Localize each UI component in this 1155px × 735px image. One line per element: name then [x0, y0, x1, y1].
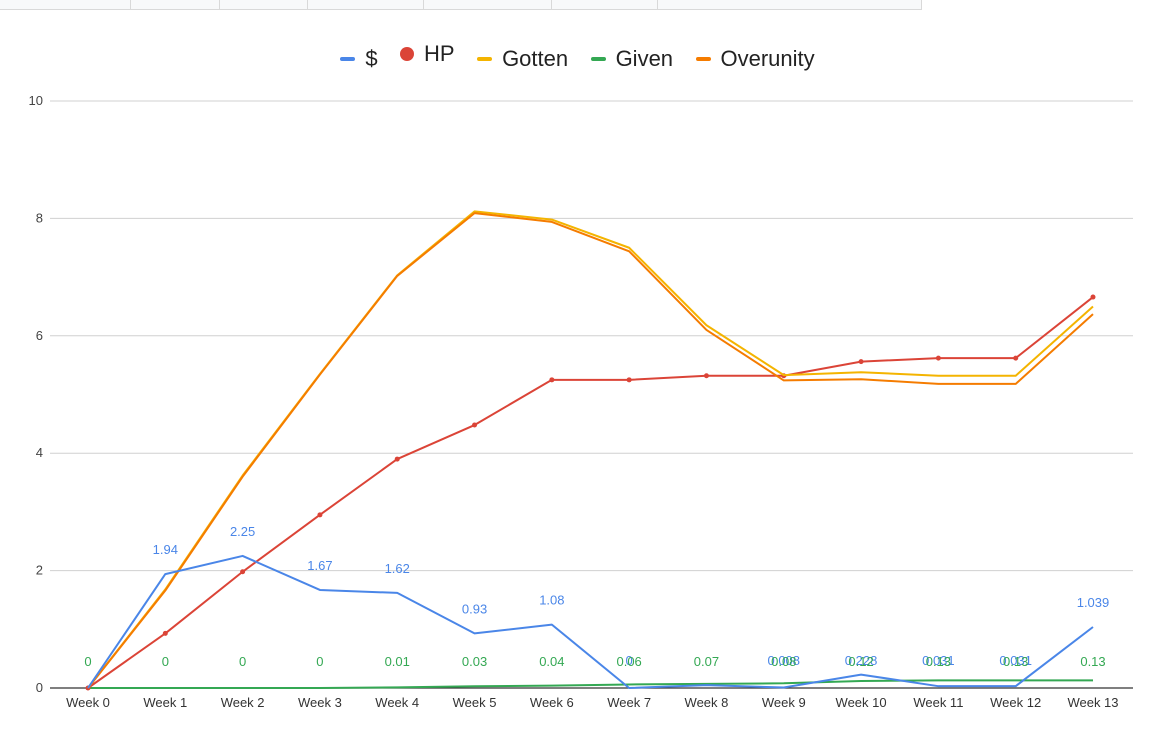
- data-label: 0.12: [848, 654, 873, 669]
- legend-line-swatch: [340, 57, 356, 61]
- data-label: 0.13: [1080, 654, 1105, 669]
- data-point: [935, 355, 941, 361]
- data-point: [703, 373, 709, 379]
- legend-label: Overunity: [720, 46, 815, 71]
- x-tick-label: Week 4: [375, 695, 419, 710]
- data-point: [549, 377, 555, 383]
- data-point: [1013, 355, 1019, 361]
- y-tick-label: 10: [29, 93, 43, 108]
- data-label: 0: [316, 654, 323, 669]
- legend-label: HP: [424, 41, 455, 66]
- data-point: [858, 359, 864, 365]
- data-point: [394, 456, 400, 462]
- data-label: 1.62: [385, 561, 410, 576]
- legend-item-dollar[interactable]: $: [340, 46, 378, 72]
- x-tick-label: Week 13: [1067, 695, 1118, 710]
- data-label: 2.25: [230, 524, 255, 539]
- legend-line-swatch: [477, 57, 493, 61]
- data-label: 0.07: [694, 654, 719, 669]
- x-tick-label: Week 2: [221, 695, 265, 710]
- legend-label: $: [365, 46, 378, 71]
- data-label: 0.06: [616, 654, 641, 669]
- series-line-hp: [87, 296, 1094, 689]
- data-label: 0: [162, 654, 169, 669]
- x-tick-label: Week 11: [913, 695, 963, 710]
- y-tick-label: 4: [36, 445, 43, 460]
- sheet-tab[interactable]: [552, 0, 658, 10]
- y-tick-label: 6: [36, 328, 43, 343]
- y-tick-label: 2: [36, 563, 43, 578]
- data-label: 0.13: [926, 654, 951, 669]
- data-label: 0: [239, 654, 246, 669]
- legend-item-gotten[interactable]: Gotten: [477, 46, 568, 72]
- legend-label: Gotten: [502, 46, 569, 71]
- data-point: [162, 630, 168, 636]
- y-tick-label: 0: [36, 680, 43, 695]
- legend-item-overunity[interactable]: Overunity: [695, 46, 815, 72]
- chart-legend: $ HP Gotten Given Overunity: [0, 41, 1155, 75]
- data-label: 0.031: [999, 653, 1032, 668]
- x-tick-label: Week 8: [685, 695, 729, 710]
- legend-label: Given: [615, 46, 674, 71]
- data-label: 0: [84, 654, 91, 669]
- x-tick-label: Week 1: [143, 695, 187, 710]
- data-label: 0.08: [771, 654, 796, 669]
- sheet-tab-strip: [0, 0, 1155, 10]
- data-label: 0.13: [1003, 654, 1028, 669]
- data-label: 0.228: [845, 653, 878, 668]
- data-point: [472, 422, 478, 428]
- series-line-overunity: [87, 212, 1094, 689]
- data-point: [1090, 294, 1096, 300]
- data-label: 0.93: [462, 601, 487, 616]
- legend-line-swatch: [590, 57, 606, 61]
- data-label: 0.008: [767, 653, 800, 668]
- series-line-given: [88, 679, 1093, 689]
- sheet-tab[interactable]: [424, 0, 552, 10]
- data-label: 0: [626, 653, 633, 668]
- data-label: 0.04: [539, 654, 564, 669]
- x-tick-label: Week 9: [762, 695, 806, 710]
- data-label: 1.039: [1077, 595, 1110, 610]
- sheet-tab[interactable]: [220, 0, 308, 10]
- sheet-tab[interactable]: [0, 0, 131, 10]
- x-tick-label: Week 6: [530, 695, 574, 710]
- sheet-tab[interactable]: [308, 0, 424, 10]
- x-tick-label: Week 3: [298, 695, 342, 710]
- data-label: 1.08: [539, 593, 564, 608]
- data-point: [240, 569, 246, 575]
- x-tick-label: Week 12: [990, 695, 1041, 710]
- x-tick-label: Week 0: [66, 695, 110, 710]
- y-tick-label: 8: [36, 210, 43, 225]
- legend-item-given[interactable]: Given: [590, 46, 674, 72]
- data-point: [317, 512, 323, 518]
- data-label: 0.01: [385, 654, 410, 669]
- x-tick-label: Week 5: [453, 695, 497, 710]
- sheet-tab[interactable]: [658, 0, 922, 10]
- data-label: 0.03: [462, 654, 487, 669]
- data-label: 1.67: [307, 558, 332, 573]
- x-tick-label: Week 10: [836, 695, 887, 710]
- legend-dot-swatch: [400, 47, 415, 61]
- data-point: [626, 377, 632, 383]
- legend-item-hp[interactable]: HP: [400, 41, 455, 67]
- series-line-gotten: [87, 210, 1094, 689]
- series-line-: [87, 554, 1094, 689]
- x-tick-label: Week 7: [607, 695, 651, 710]
- data-label: 0.031: [922, 653, 955, 668]
- sheet-tab[interactable]: [131, 0, 220, 10]
- legend-line-swatch: [695, 57, 711, 61]
- data-label: 1.94: [153, 542, 178, 557]
